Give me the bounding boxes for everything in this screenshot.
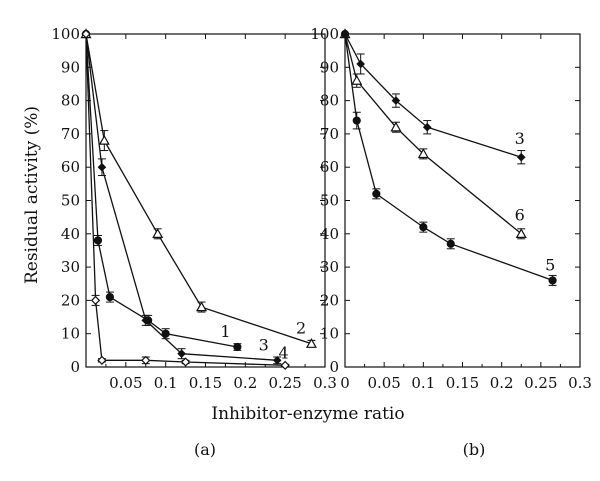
panel-b: 0 0.05 0.1 0.15 0.2 0.25 0.3010203040506070809… [310,25,592,459]
data-point-3 [177,349,186,358]
panel-label: (b) [463,440,486,459]
data-point-6 [351,74,363,85]
y-tick-label: 30 [61,258,80,276]
y-tick-label: 10 [61,325,80,343]
y-tick-label: 70 [61,125,80,143]
series-line-6 [344,33,522,235]
data-point-1 [233,342,242,352]
data-point-3 [422,122,432,132]
y-tick-label: 80 [320,92,339,110]
data-point-5 [372,189,381,198]
data-point-2 [98,134,110,145]
y-tick-label: 90 [320,58,339,76]
x-tick-label: 0.2 [490,374,514,392]
y-tick-label: 50 [320,192,339,210]
data-point-2 [305,337,317,348]
plot-frame [85,33,326,368]
x-tick-label: 0.15 [189,374,222,392]
curve-label-1: 1 [220,322,230,341]
data-point-4 [97,355,107,365]
data-point-6 [417,148,429,159]
data-point-3 [356,59,365,69]
data-point-5 [419,223,428,232]
data-point-1 [93,236,103,245]
series-line-1 [85,33,238,348]
x-tick-label: 0.15 [446,374,479,392]
data-point-5 [340,29,350,39]
curve-label-2: 2 [296,319,306,338]
y-tick-label: 20 [320,291,339,309]
panel-label: (a) [194,440,216,459]
data-point-6 [515,228,527,238]
data-point-4 [280,360,290,370]
y-tick-label: 0 [70,358,80,376]
data-point-3 [391,96,401,105]
data-point-5 [446,239,455,248]
x-tick-label: 0 [340,374,350,392]
data-point-3 [516,152,526,162]
y-tick-label: 20 [61,291,80,309]
y-tick-label: 0 [329,358,339,376]
series-line-2 [85,33,312,345]
x-tick-label: 0.05 [367,374,400,392]
data-point-3 [97,162,107,172]
series-line-3 [85,33,278,361]
data-point-4 [90,295,101,306]
data-point-4 [141,355,151,365]
data-point-3 [141,316,151,325]
x-tick-label: 0.05 [109,374,142,392]
data-point-5 [352,116,361,125]
curve-label-5: 5 [545,255,555,274]
y-tick-label: 90 [61,58,80,76]
y-tick-label: 100 [51,25,80,43]
x-tick-label: 0.25 [268,374,301,392]
x-axis-title: Inhibitor-enzyme ratio [211,404,404,424]
data-point-3 [272,356,282,365]
x-tick-label: 0.1 [411,374,435,392]
y-tick-label: 40 [320,225,339,243]
curve-label-4: 4 [278,344,288,363]
data-point-4 [81,29,91,39]
data-point-4 [180,357,191,367]
x-tick-label: 0.2 [233,374,257,392]
panel-a: 0.05 0.1 0.15 0.2 0.25 0.30102030405060708090… [51,25,337,459]
series-line-3 [344,33,522,158]
y-tick-label: 30 [320,258,339,276]
x-tick-label: 0.25 [524,374,557,392]
series-line-5 [344,33,553,282]
y-tick-label: 60 [320,158,339,176]
data-point-1 [105,292,115,302]
curve-label-6: 6 [515,205,525,224]
data-point-1 [161,329,170,338]
y-axis-title: Residual activity (%) [22,106,42,284]
x-tick-label: 0.3 [568,374,592,392]
curve-label-3: 3 [515,129,525,148]
y-tick-label: 70 [320,125,339,143]
y-tick-label: 80 [61,92,80,110]
data-point-6 [390,121,402,132]
y-tick-label: 10 [320,325,339,343]
series-line-4 [85,33,286,366]
x-tick-label: 0.3 [313,374,337,392]
y-tick-label: 60 [61,158,80,176]
data-point-2 [152,228,164,238]
x-tick-label: 0.1 [154,374,178,392]
data-point-5 [548,276,557,285]
y-tick-label: 40 [61,225,80,243]
curve-label-3: 3 [259,335,269,354]
y-tick-label: 100 [310,25,339,43]
data-point-2 [195,301,208,312]
y-tick-label: 50 [61,192,80,210]
